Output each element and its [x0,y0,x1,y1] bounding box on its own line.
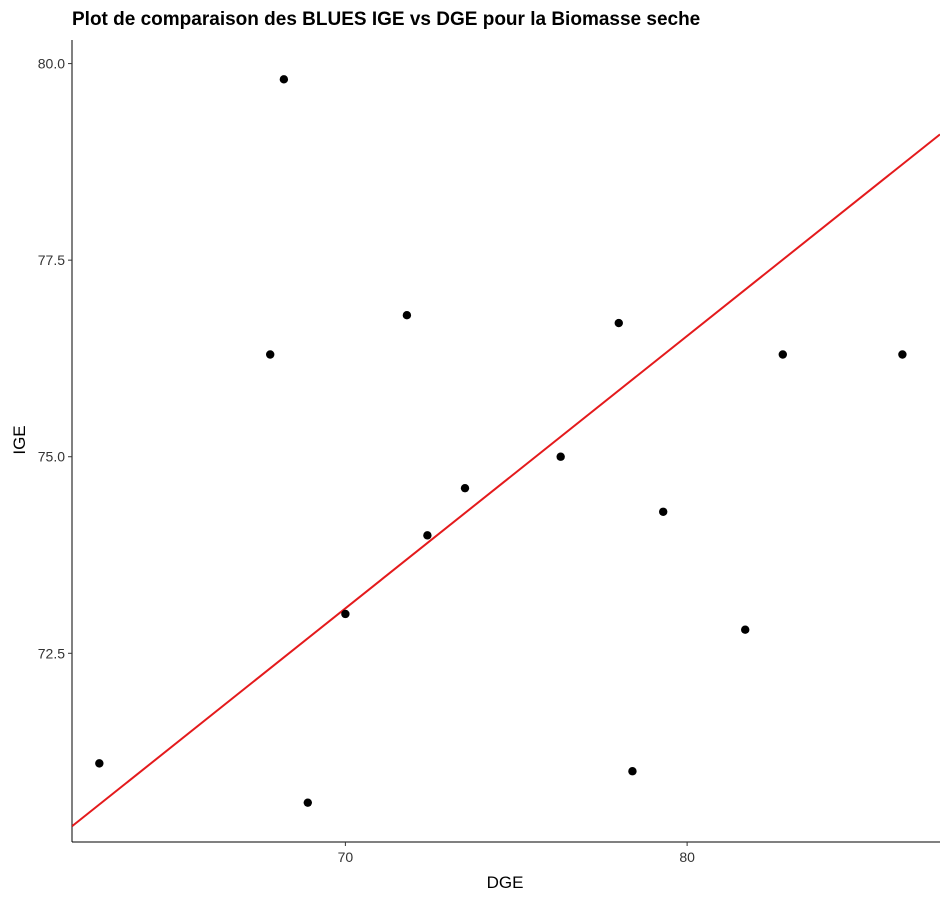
data-point [279,75,289,84]
y-tick-label: 80.0 [38,56,65,72]
x-tick-label: 70 [338,849,354,865]
data-point [303,798,312,807]
data-point [614,318,623,328]
data-point [898,350,907,359]
y-tick-label: 72.5 [38,645,65,661]
chart-title: Plot de comparaison des BLUES IGE vs DGE… [72,9,700,30]
x-tick-label: 80 [679,849,695,865]
data-point [778,350,788,359]
data-point [266,350,275,359]
x-axis-title: DGE [487,873,524,892]
data-point [423,531,432,540]
data-point [658,507,668,516]
data-point [628,767,637,776]
data-point [741,625,750,634]
data-point [460,483,470,493]
y-axis-title: IGE [10,425,29,454]
data-point [341,609,350,619]
data-point [95,759,104,768]
y-tick-label: 77.5 [38,252,65,268]
regression-line [72,133,940,828]
data-point [556,452,565,461]
data-point [402,310,412,320]
plot-area: 72.5 75.0 77.5 80.0 70 80 [38,40,940,865]
y-tick-label: 75.0 [38,449,65,465]
